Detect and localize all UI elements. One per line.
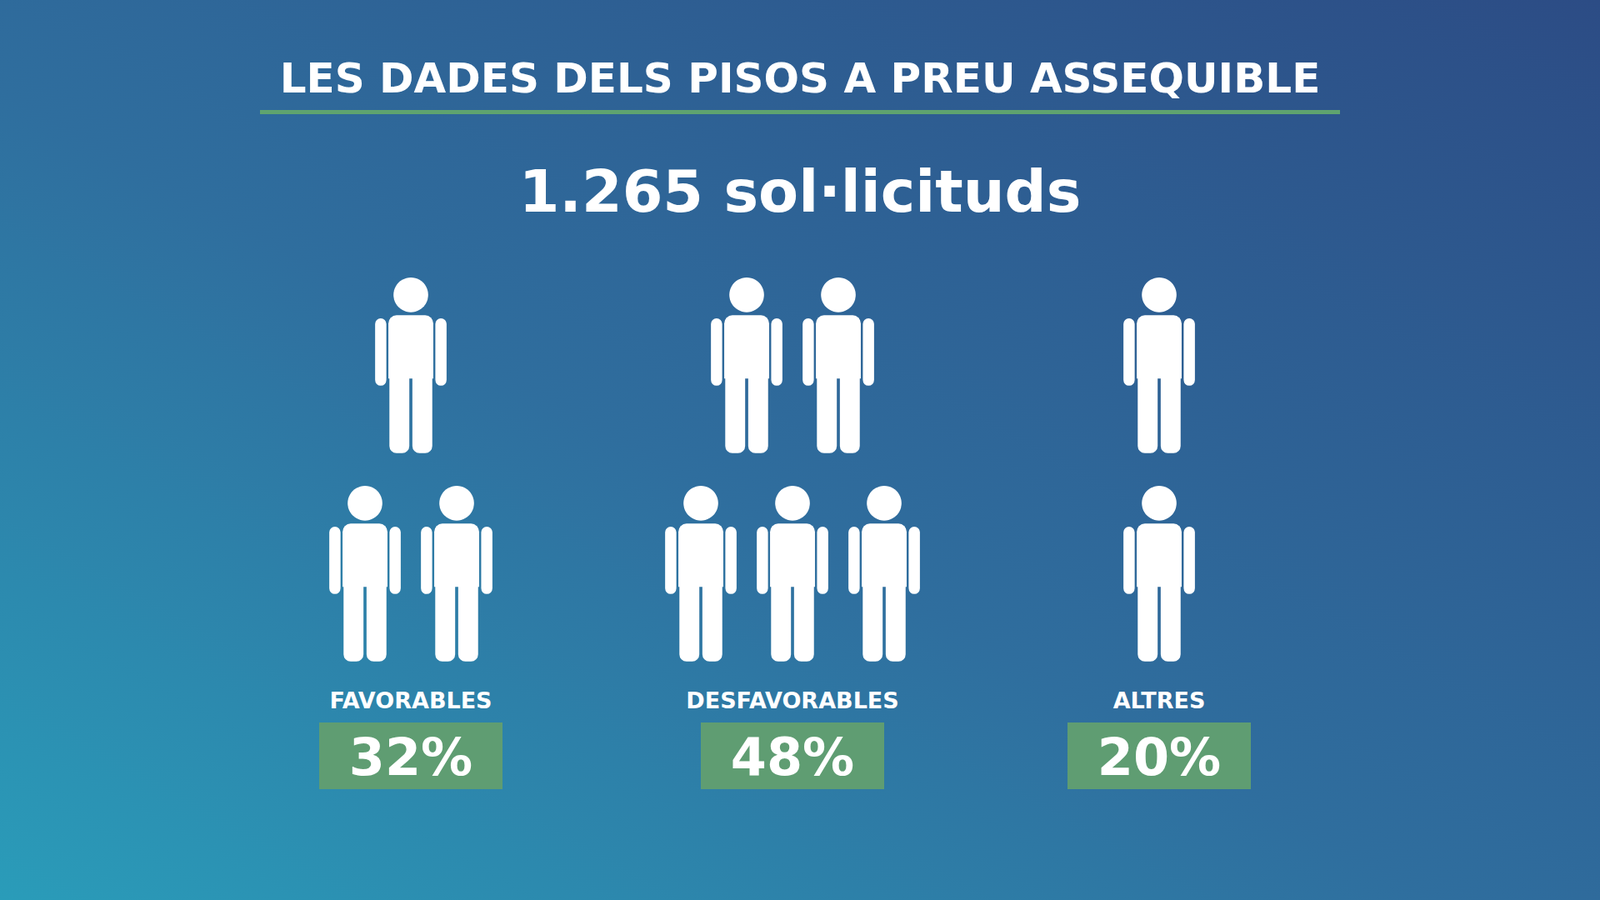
svg-text:1.265 sol·licituds: 1.265 sol·licituds	[519, 157, 1082, 226]
svg-text:20%: 20%	[1097, 726, 1221, 788]
svg-text:DESFAVORABLES: DESFAVORABLES	[685, 687, 899, 714]
svg-text:48%: 48%	[730, 726, 855, 788]
svg-text:32%: 32%	[349, 726, 473, 788]
svg-text:LES DADES DELS PISOS A PREU AS: LES DADES DELS PISOS A PREU ASSEQUIBLE	[280, 54, 1321, 103]
svg-text:ALTRES: ALTRES	[1113, 687, 1206, 714]
svg-text:FAVORABLES: FAVORABLES	[329, 687, 492, 714]
